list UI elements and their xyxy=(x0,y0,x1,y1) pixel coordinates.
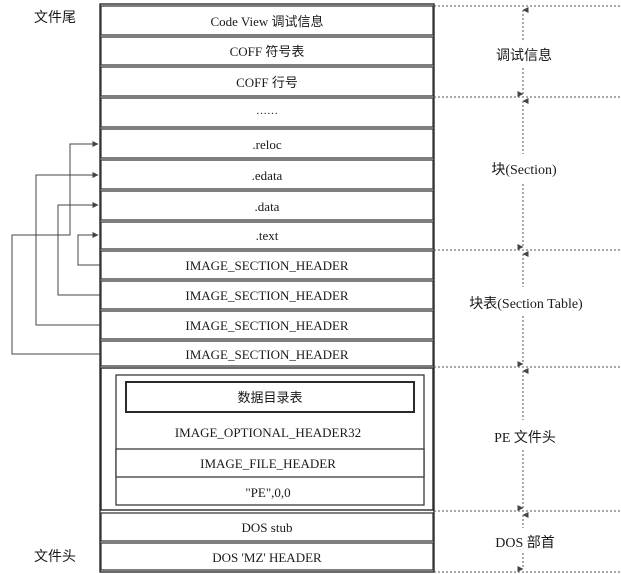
pointer-header-1-to-text xyxy=(77,232,100,266)
row-ellipsis: …… xyxy=(256,105,278,117)
row-coff-symbols: COFF 符号表 xyxy=(230,44,305,59)
row-box-ellipsis xyxy=(100,97,434,128)
row-coff-lines: COFF 行号 xyxy=(236,75,298,90)
row-section-header-2: IMAGE_SECTION_HEADER xyxy=(185,288,349,303)
row-box-section-header-2 xyxy=(100,280,434,310)
row-code-view: Code View 调试信息 xyxy=(210,14,323,29)
pe-header-frame xyxy=(100,367,434,511)
upper-rows: Code View 调试信息 COFF 符号表 COFF 行号 …… .relo… xyxy=(100,5,434,367)
file-header-box xyxy=(115,448,425,478)
row-box-coff-lines xyxy=(100,66,434,97)
dos-rows: DOS stub DOS 'MZ' HEADER xyxy=(100,512,434,571)
row-data: .data xyxy=(255,199,280,214)
file-head-label: 文件头 xyxy=(34,549,76,565)
row-box-text xyxy=(100,221,434,250)
section-pointers xyxy=(11,141,100,355)
row-box-coff-symbols xyxy=(100,36,434,66)
pointer-header-2-to-data xyxy=(57,202,100,296)
group-label-debug: 调试信息 xyxy=(496,47,552,64)
row-text: .text xyxy=(256,228,279,243)
data-directory-box xyxy=(125,381,415,413)
row-section-header-3: IMAGE_SECTION_HEADER xyxy=(185,318,349,333)
row-box-edata xyxy=(100,159,434,190)
dos-header-box xyxy=(100,542,434,571)
group-label-section: 块(Section) xyxy=(491,162,557,178)
row-section-header-4: IMAGE_SECTION_HEADER xyxy=(185,347,349,362)
optional-header-label: IMAGE_OPTIONAL_HEADER32 xyxy=(175,425,361,440)
row-reloc: .reloc xyxy=(252,137,281,152)
row-box-section-header-4 xyxy=(100,340,434,367)
data-directory-label: 数据目录表 xyxy=(237,390,302,405)
row-box-data xyxy=(100,190,434,221)
pe-signature-label: "PE",0,0 xyxy=(245,485,290,500)
pe-header-block: 数据目录表 IMAGE_OPTIONAL_HEADER32 IMAGE_FILE… xyxy=(100,367,434,511)
group-label-pe-header: PE 文件头 xyxy=(494,430,556,446)
dos-stub-label: DOS stub xyxy=(242,520,293,535)
group-separators xyxy=(434,5,620,573)
group-label-dos: DOS 部首 xyxy=(495,535,555,551)
row-box-section-header-1 xyxy=(100,250,434,280)
group-label-section-table: 块表(Section Table) xyxy=(469,296,583,312)
row-section-header-1: IMAGE_SECTION_HEADER xyxy=(185,258,349,273)
row-box-code-view xyxy=(100,5,434,36)
outer-frame xyxy=(99,3,435,573)
pointer-header-3-to-edata xyxy=(35,172,100,326)
file-header-label: IMAGE_FILE_HEADER xyxy=(200,456,336,471)
pointer-header-4-to-reloc xyxy=(11,141,100,355)
row-box-section-header-3 xyxy=(100,310,434,340)
row-edata: .edata xyxy=(252,168,283,183)
dos-header-label: DOS 'MZ' HEADER xyxy=(212,550,322,565)
row-box-reloc xyxy=(100,128,434,159)
file-tail-label: 文件尾 xyxy=(34,10,76,26)
dos-stub-box xyxy=(100,512,434,542)
group-labels: 调试信息 块(Section) 块表(Section Table) PE 文件头… xyxy=(442,45,612,552)
